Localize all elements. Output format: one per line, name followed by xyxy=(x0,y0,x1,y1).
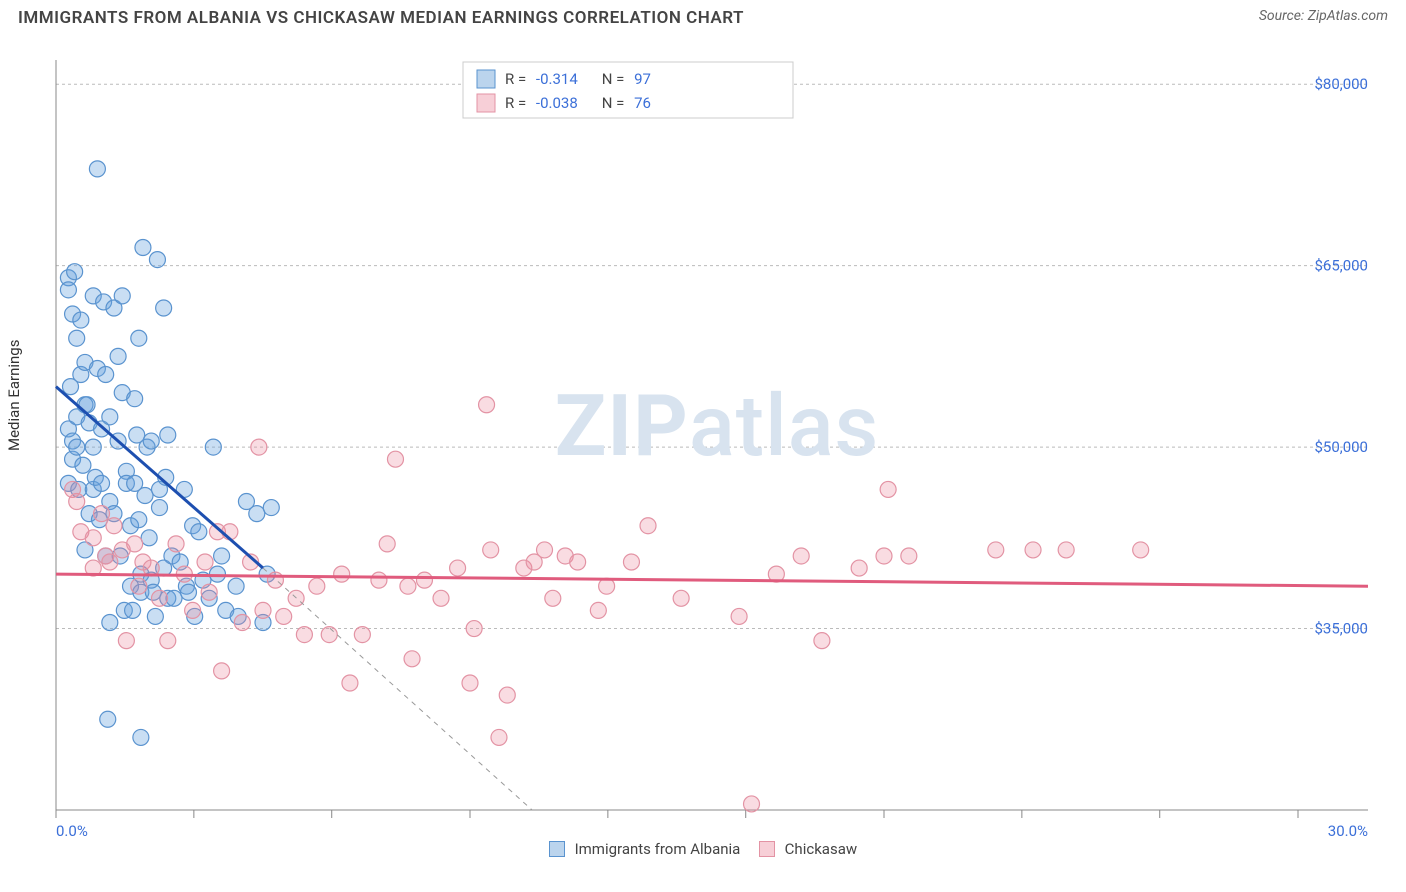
legend-label-albania: Immigrants from Albania xyxy=(575,840,741,858)
legend-label-chickasaw: Chickasaw xyxy=(785,840,857,858)
scatter-chart: $35,000 $50,000 $65,000 $80,000 0.0% 30.0% ZIP… xyxy=(18,40,1388,860)
chart-area: Median Earnings $35,000$50,000$65,000$80… xyxy=(18,40,1388,862)
legend-swatch-chickasaw xyxy=(759,841,775,857)
svg-text:$50,000: $50,000 xyxy=(1314,438,1368,456)
legend-bottom: Immigrants from Albania Chickasaw xyxy=(18,840,1388,858)
svg-text:30.0%: 30.0% xyxy=(1328,822,1368,840)
svg-text:$65,000: $65,000 xyxy=(1314,257,1368,275)
y-axis-label: Median Earnings xyxy=(5,340,23,451)
svg-text:0.0%: 0.0% xyxy=(56,822,88,840)
chart-title: IMMIGRANTS FROM ALBANIA VS CHICKASAW MED… xyxy=(18,8,744,28)
source-credit: Source: ZipAtlas.com xyxy=(1259,8,1388,24)
svg-text:$35,000: $35,000 xyxy=(1314,620,1368,638)
svg-text:ZIPatlas: ZIPatlas xyxy=(555,376,880,476)
svg-text:$80,000: $80,000 xyxy=(1314,75,1368,93)
legend-swatch-albania xyxy=(549,841,565,857)
